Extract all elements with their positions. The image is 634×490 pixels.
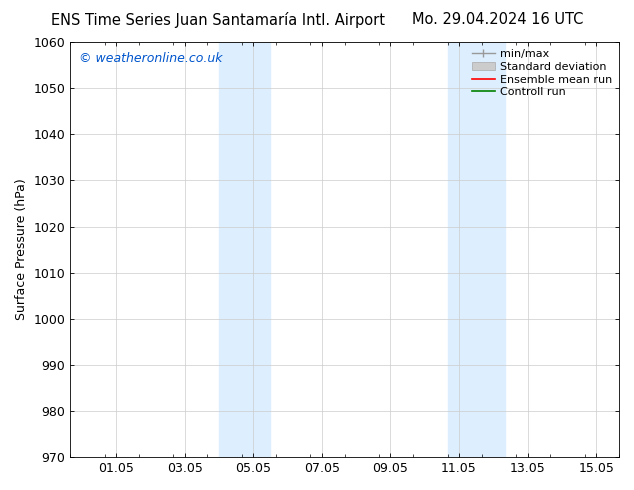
Bar [448, 42, 505, 457]
Bar [219, 42, 270, 457]
Y-axis label: Surface Pressure (hPa): Surface Pressure (hPa) [15, 179, 28, 320]
Text: ENS Time Series Juan Santamaría Intl. Airport: ENS Time Series Juan Santamaría Intl. Ai… [51, 12, 385, 28]
Text: Mo. 29.04.2024 16 UTC: Mo. 29.04.2024 16 UTC [412, 12, 583, 27]
Text: © weatheronline.co.uk: © weatheronline.co.uk [79, 52, 222, 66]
Legend: min/max, Standard deviation, Ensemble mean run, Controll run: min/max, Standard deviation, Ensemble me… [468, 44, 617, 102]
